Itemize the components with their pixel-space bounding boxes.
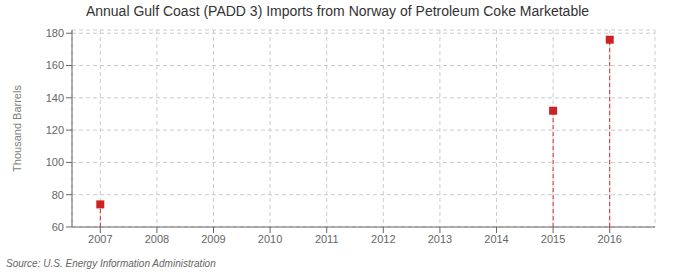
html-text:Source: U.S. Energy Informatio: Source: U.S. Energy Information Administ… <box>6 258 216 269</box>
svg-text:180: 180 <box>46 27 64 39</box>
svg-text:2011: 2011 <box>315 233 339 245</box>
svg-text:140: 140 <box>46 92 64 104</box>
svg-text:2016: 2016 <box>597 233 621 245</box>
svg-text:80: 80 <box>52 189 64 201</box>
svg-text:60: 60 <box>52 221 64 233</box>
svg-text:2008: 2008 <box>145 233 169 245</box>
svg-text:2013: 2013 <box>428 233 452 245</box>
svg-text:100: 100 <box>46 156 64 168</box>
svg-text:2007: 2007 <box>88 233 112 245</box>
html-text:Annual Gulf Coast (PADD 3) Imp: Annual Gulf Coast (PADD 3) Imports from … <box>85 3 590 19</box>
svg-text:2012: 2012 <box>371 233 395 245</box>
svg-text:Thousand Barrels: Thousand Barrels <box>11 85 23 172</box>
svg-text:2010: 2010 <box>258 233 282 245</box>
svg-text:120: 120 <box>46 124 64 136</box>
svg-text:160: 160 <box>46 59 64 71</box>
svg-text:2014: 2014 <box>484 233 508 245</box>
svg-text:2009: 2009 <box>201 233 225 245</box>
svg-text:2015: 2015 <box>541 233 565 245</box>
